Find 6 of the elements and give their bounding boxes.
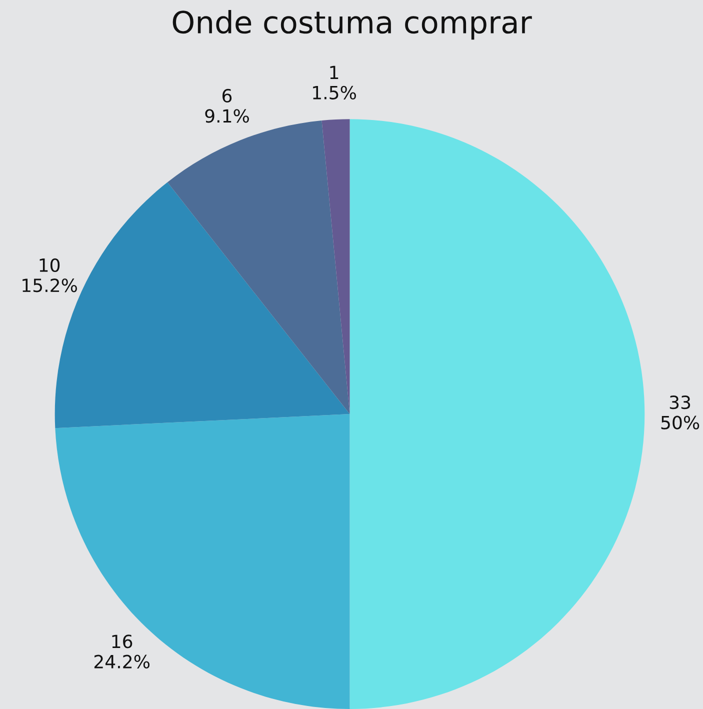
data-label: 33 50%	[661, 396, 700, 430]
data-label: 6 9.1%	[205, 88, 249, 123]
chart-title: Onde costuma comprar	[172, 10, 532, 40]
data-label: 1 1.5%	[313, 66, 356, 100]
data-label: 10 15.2%	[22, 258, 77, 292]
data-label: 16 24.2%	[94, 634, 150, 668]
